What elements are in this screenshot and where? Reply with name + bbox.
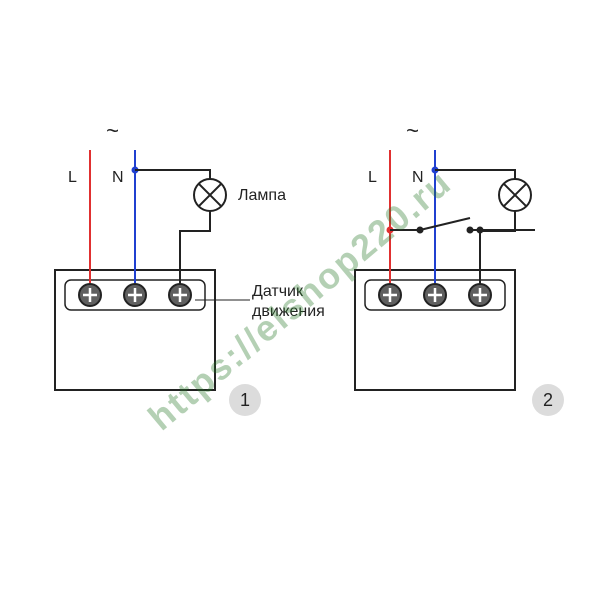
svg-text:~: ~ (106, 118, 119, 143)
svg-text:L: L (368, 169, 377, 186)
svg-text:N: N (412, 169, 424, 186)
svg-text:Лампа: Лампа (238, 187, 286, 204)
svg-text:L: L (68, 169, 77, 186)
svg-text:Датчик: Датчик (252, 283, 304, 300)
svg-text:2: 2 (543, 390, 553, 410)
svg-text:N: N (112, 169, 124, 186)
svg-text:~: ~ (406, 118, 419, 143)
svg-text:движения: движения (252, 303, 325, 320)
wiring-diagram: ~ L N Лампа Датчик движения 1 ~ L N 2 (0, 0, 600, 600)
svg-text:1: 1 (240, 390, 250, 410)
